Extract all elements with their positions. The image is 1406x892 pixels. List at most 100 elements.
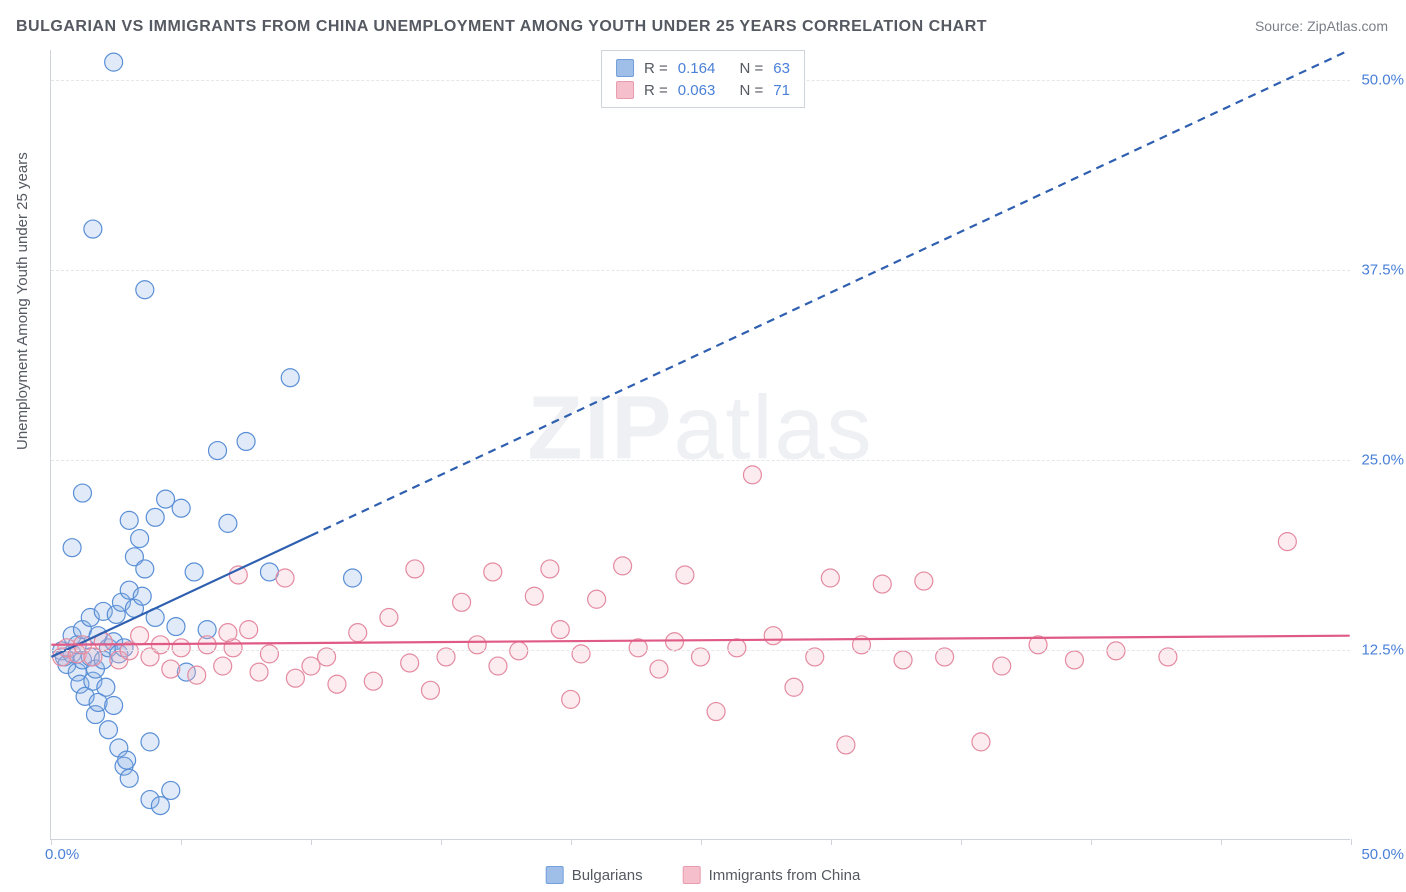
scatter-point — [105, 696, 123, 714]
value-R-bulgarians: 0.164 — [678, 60, 716, 77]
scatter-point — [240, 621, 258, 639]
scatter-point — [837, 736, 855, 754]
swatch-bulgarians — [546, 866, 564, 884]
legend-item-china: Immigrants from China — [683, 866, 861, 884]
scatter-point — [453, 593, 471, 611]
scatter-point — [551, 621, 569, 639]
scatter-point — [489, 657, 507, 675]
scatter-point — [676, 566, 694, 584]
scatter-point — [97, 678, 115, 696]
scatter-point — [380, 608, 398, 626]
scatter-point — [118, 751, 136, 769]
scatter-point — [588, 590, 606, 608]
scatter-point — [666, 633, 684, 651]
swatch-china — [683, 866, 701, 884]
scatter-point — [302, 657, 320, 675]
scatter-point — [972, 733, 990, 751]
chart-container: BULGARIAN VS IMMIGRANTS FROM CHINA UNEMP… — [0, 0, 1406, 892]
scatter-point — [421, 681, 439, 699]
scatter-point — [157, 490, 175, 508]
value-R-china: 0.063 — [678, 82, 716, 99]
plot-area: ZIPatlas 0.0% 50.0% 12.5%25.0%37.5%50.0% — [50, 50, 1350, 840]
scatter-point — [151, 797, 169, 815]
scatter-point — [541, 560, 559, 578]
chart-title: BULGARIAN VS IMMIGRANTS FROM CHINA UNEMP… — [16, 18, 987, 36]
scatter-point — [1278, 533, 1296, 551]
source-name: ZipAtlas.com — [1307, 18, 1388, 34]
scatter-point — [167, 618, 185, 636]
y-tick-label: 25.0% — [1361, 452, 1404, 469]
scatter-point — [250, 663, 268, 681]
scatter-point — [276, 569, 294, 587]
scatter-point — [99, 721, 117, 739]
scatter-point — [650, 660, 668, 678]
value-N-bulgarians: 63 — [773, 60, 790, 77]
scatter-point — [162, 660, 180, 678]
value-N-china: 71 — [773, 82, 790, 99]
scatter-point — [63, 539, 81, 557]
scatter-point — [281, 369, 299, 387]
legend-label-bulgarians: Bulgarians — [572, 867, 643, 884]
scatter-point — [894, 651, 912, 669]
x-max-label: 50.0% — [1361, 846, 1404, 863]
scatter-point — [188, 666, 206, 684]
scatter-point — [707, 703, 725, 721]
y-axis-label: Unemployment Among Youth under 25 years — [14, 152, 31, 450]
scatter-point — [993, 657, 1011, 675]
label-N: N = — [740, 82, 764, 99]
scatter-point — [120, 769, 138, 787]
scatter-point — [743, 466, 761, 484]
scatter-point — [209, 442, 227, 460]
x-origin-label: 0.0% — [45, 846, 79, 863]
scatter-point — [136, 281, 154, 299]
scatter-point — [219, 624, 237, 642]
scatter-point — [146, 508, 164, 526]
scatter-point — [214, 657, 232, 675]
scatter-point — [219, 514, 237, 532]
plot-svg — [51, 50, 1350, 839]
label-R: R = — [644, 60, 668, 77]
y-tick-label: 37.5% — [1361, 262, 1404, 279]
scatter-point — [572, 645, 590, 663]
swatch-china — [616, 81, 634, 99]
scatter-point — [131, 627, 149, 645]
scatter-point — [764, 627, 782, 645]
scatter-point — [172, 639, 190, 657]
stats-row-china: R = 0.063 N = 71 — [616, 79, 790, 101]
scatter-point — [406, 560, 424, 578]
scatter-point — [728, 639, 746, 657]
stats-legend-box: R = 0.164 N = 63 R = 0.063 N = 71 — [601, 50, 805, 108]
scatter-point — [915, 572, 933, 590]
scatter-point — [525, 587, 543, 605]
scatter-point — [1065, 651, 1083, 669]
scatter-point — [562, 690, 580, 708]
label-N: N = — [740, 60, 764, 77]
scatter-point — [73, 484, 91, 502]
swatch-bulgarians — [616, 59, 634, 77]
scatter-point — [364, 672, 382, 690]
scatter-point — [185, 563, 203, 581]
y-tick-label: 50.0% — [1361, 72, 1404, 89]
scatter-point — [237, 432, 255, 450]
y-tick-label: 12.5% — [1361, 642, 1404, 659]
scatter-point — [873, 575, 891, 593]
scatter-point — [172, 499, 190, 517]
scatter-point — [821, 569, 839, 587]
scatter-point — [131, 530, 149, 548]
scatter-point — [785, 678, 803, 696]
scatter-point — [484, 563, 502, 581]
label-R: R = — [644, 82, 668, 99]
scatter-point — [141, 733, 159, 751]
scatter-point — [136, 560, 154, 578]
scatter-point — [328, 675, 346, 693]
legend-bottom: Bulgarians Immigrants from China — [546, 866, 861, 884]
scatter-point — [286, 669, 304, 687]
scatter-point — [105, 53, 123, 71]
scatter-point — [401, 654, 419, 672]
scatter-point — [84, 220, 102, 238]
scatter-point — [133, 587, 151, 605]
source-prefix: Source: — [1255, 18, 1307, 34]
scatter-point — [614, 557, 632, 575]
scatter-point — [260, 645, 278, 663]
scatter-point — [120, 511, 138, 529]
